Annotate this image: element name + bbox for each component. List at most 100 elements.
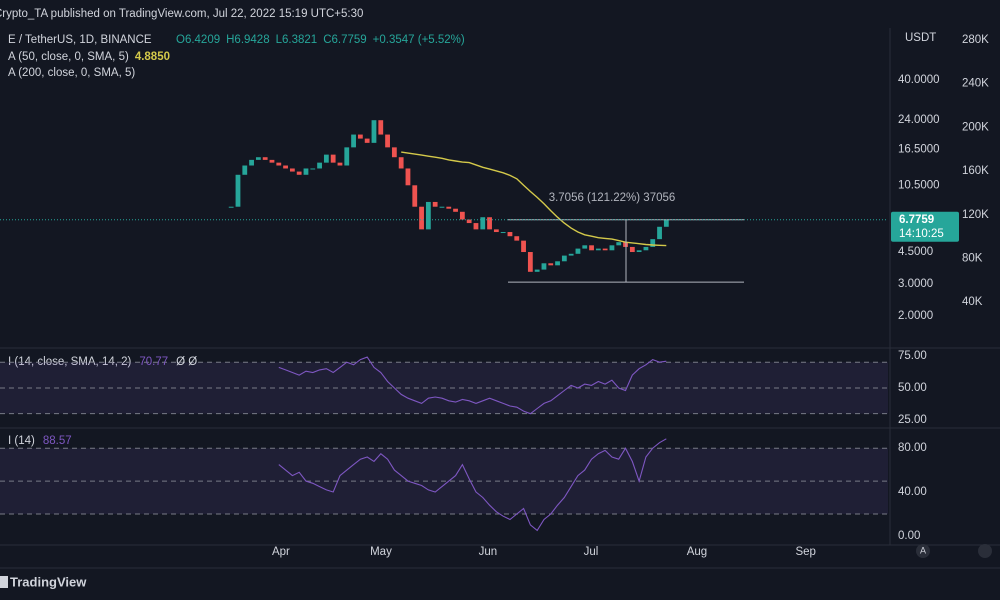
y-tick-label: 16.5000 — [898, 144, 940, 156]
y-tick-label: 0.00 — [898, 530, 920, 542]
candle — [255, 157, 261, 160]
candle — [289, 168, 295, 172]
symbol-title: E / TetherUS, 1D, BINANCE — [8, 34, 152, 46]
candle — [432, 201, 438, 207]
candle — [351, 134, 356, 148]
candle — [310, 168, 316, 170]
candle — [262, 157, 268, 160]
footer-brand: TradingView — [10, 574, 87, 589]
candle — [459, 211, 465, 220]
candle — [473, 223, 479, 230]
candle — [412, 185, 418, 207]
ohlc-value: C6.7759 — [323, 34, 366, 46]
ohlc-value: O6.4209 — [176, 34, 220, 46]
candle — [391, 147, 397, 158]
candle — [446, 206, 452, 209]
x-tick-label: May — [370, 546, 392, 558]
candle — [269, 159, 275, 163]
candle — [323, 154, 329, 163]
candle — [317, 162, 322, 169]
publisher: Crypto_TA published on TradingView.com, … — [0, 8, 363, 20]
candle — [419, 206, 424, 230]
candle — [228, 206, 234, 208]
measure-label: 3.7056 (121.22%) 37056 — [549, 192, 676, 204]
candle — [616, 242, 622, 246]
currency: USDT — [905, 32, 936, 44]
candle — [425, 201, 431, 230]
x-tick-label: Aug — [687, 546, 707, 558]
y-tick-label: 50.00 — [898, 382, 927, 394]
mfi-title: I (14) — [8, 435, 35, 447]
settings-button[interactable] — [978, 544, 992, 558]
auto-button[interactable]: A — [920, 545, 926, 555]
x-tick-label: Jun — [479, 546, 498, 558]
candle — [589, 245, 594, 251]
candle — [568, 253, 574, 256]
candle — [663, 219, 669, 227]
y2-tick-label: 160K — [962, 165, 989, 177]
candle — [657, 226, 662, 240]
ma-legend: A (50, close, 0, SMA, 5) — [8, 51, 129, 63]
ma-line — [401, 151, 667, 247]
candle — [344, 147, 350, 166]
candle — [385, 134, 390, 148]
candle — [629, 246, 635, 253]
last-price: 6.7759 — [899, 214, 934, 226]
y-tick-label: 75.00 — [898, 350, 927, 362]
y2-tick-label: 120K — [962, 209, 989, 221]
candle — [405, 168, 411, 186]
candle — [643, 246, 649, 251]
candle — [548, 263, 554, 266]
candle — [500, 232, 506, 234]
ohlc-value: +0.3547 (+5.52%) — [373, 34, 465, 46]
y2-tick-label: 80K — [962, 252, 983, 264]
candle — [636, 250, 642, 253]
candle — [364, 138, 370, 143]
x-tick-label: Apr — [272, 546, 290, 558]
rsi-title: I (14, close, SMA, 14, 2) — [8, 356, 132, 368]
oscillator-extra: Ø Ø — [176, 356, 197, 368]
oscillator-value: 70.77 — [139, 356, 168, 368]
candle — [480, 217, 486, 230]
y-tick-label: 3.0000 — [898, 278, 933, 290]
candle — [357, 134, 363, 139]
candle — [541, 263, 547, 270]
y-tick-label: 10.5000 — [898, 179, 940, 191]
candle — [303, 168, 309, 175]
oscillator-line — [278, 356, 667, 415]
candle — [439, 206, 445, 208]
y-tick-label: 40.0000 — [898, 74, 940, 86]
candle — [582, 245, 588, 249]
y-tick-label: 2.0000 — [898, 310, 933, 322]
candle — [249, 159, 254, 166]
candle — [521, 240, 526, 253]
y-tick-label: 80.00 — [898, 442, 927, 454]
auto-button-bg[interactable] — [916, 544, 930, 558]
y-tick-label: 25.00 — [898, 414, 927, 426]
candle — [555, 261, 560, 266]
y2-tick-label: 200K — [962, 121, 989, 133]
y-tick-label: 40.00 — [898, 486, 927, 498]
y2-tick-label: 240K — [962, 78, 989, 90]
ohlc-value: L6.3821 — [276, 34, 318, 46]
candle — [534, 269, 540, 272]
y-tick-label: 24.0000 — [898, 114, 940, 126]
candle — [330, 154, 336, 163]
candle — [561, 255, 567, 262]
candle — [493, 229, 499, 233]
candle — [487, 217, 492, 230]
candle — [242, 165, 248, 175]
countdown: 14:10:25 — [899, 228, 944, 240]
candle — [466, 219, 472, 224]
candle — [507, 232, 513, 237]
candle — [595, 248, 601, 251]
last-price-box — [891, 211, 959, 242]
candle — [296, 171, 302, 175]
logo — [0, 576, 8, 588]
candle — [602, 248, 608, 251]
candle — [337, 162, 343, 166]
candle — [609, 245, 615, 251]
ohlc-value: H6.9428 — [226, 34, 269, 46]
y2-tick-label: 280K — [962, 34, 989, 46]
